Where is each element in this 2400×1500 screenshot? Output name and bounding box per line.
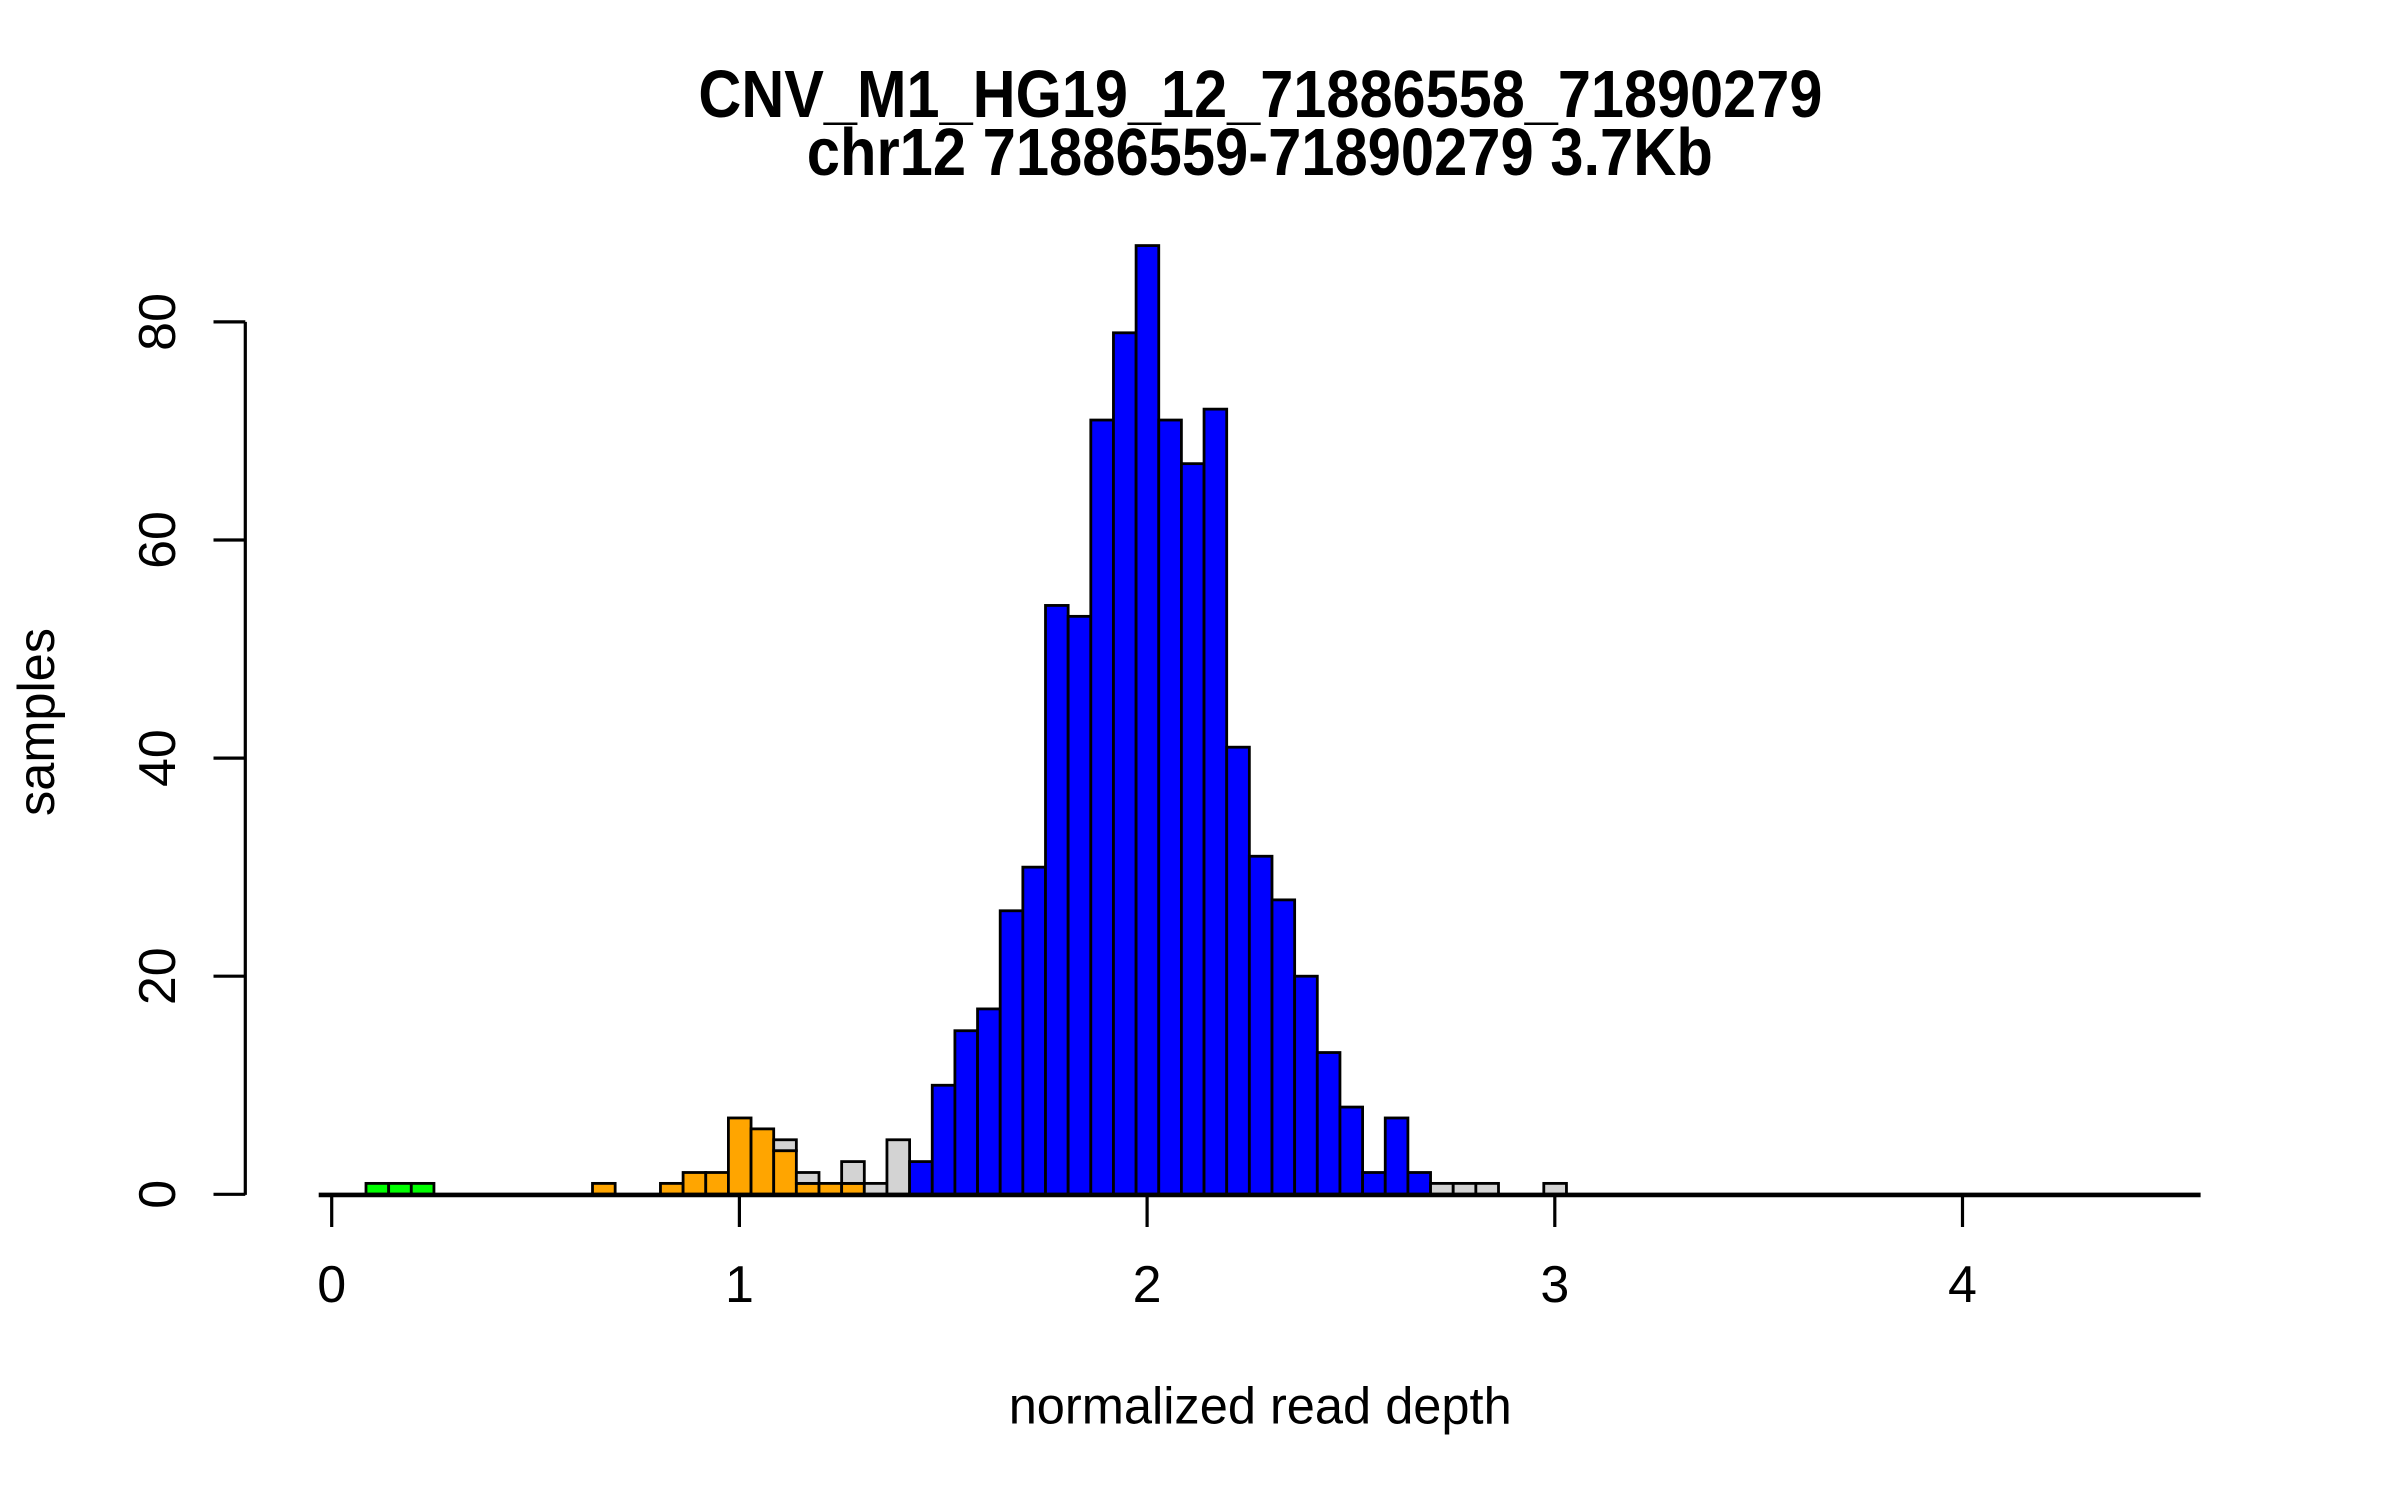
svg-text:normalized read depth: normalized read depth — [1009, 1377, 1512, 1435]
svg-text:80: 80 — [129, 293, 187, 351]
svg-text:0: 0 — [317, 1256, 346, 1314]
svg-text:2: 2 — [1133, 1256, 1162, 1314]
svg-text:1: 1 — [725, 1256, 754, 1314]
svg-text:4: 4 — [1948, 1256, 1977, 1314]
svg-text:CNV_M1_HG19_12_71886558_718902: CNV_M1_HG19_12_71886558_71890279 — [698, 57, 1822, 132]
svg-text:samples: samples — [8, 628, 66, 816]
svg-text:0: 0 — [129, 1180, 187, 1209]
svg-text:3: 3 — [1540, 1256, 1569, 1314]
svg-text:chr12 71886559-71890279 3.7Kb: chr12 71886559-71890279 3.7Kb — [807, 115, 1713, 190]
svg-text:40: 40 — [129, 729, 187, 787]
svg-text:60: 60 — [129, 511, 187, 569]
svg-text:20: 20 — [129, 947, 187, 1005]
